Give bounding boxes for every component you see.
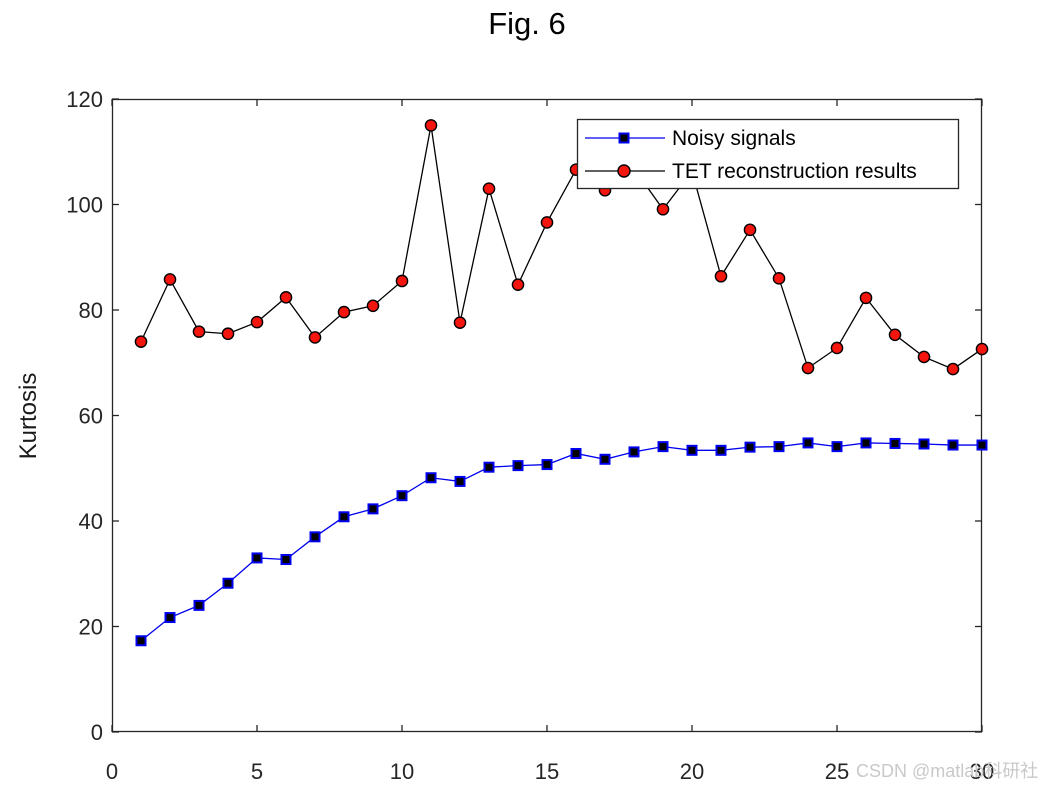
x-tick-label: 10 xyxy=(390,759,414,784)
legend-entry: TET reconstruction results xyxy=(585,160,917,183)
x-tick-label: 15 xyxy=(535,759,559,784)
legend-marker-sample xyxy=(618,132,630,144)
data-point-marker xyxy=(454,475,466,487)
y-tick-label: 100 xyxy=(66,193,103,218)
data-point-marker xyxy=(337,305,351,319)
data-point-marker xyxy=(193,599,205,611)
data-point-marker xyxy=(309,531,321,543)
data-point-marker xyxy=(714,269,728,283)
x-tick-label: 0 xyxy=(106,759,118,784)
y-tick-label: 60 xyxy=(79,404,103,429)
data-point-marker xyxy=(975,342,989,356)
data-point-marker xyxy=(773,441,785,453)
legend-box xyxy=(576,118,960,190)
x-tick-label: 5 xyxy=(251,759,263,784)
axes-box xyxy=(111,98,983,733)
data-point-marker xyxy=(250,315,264,329)
data-point-marker xyxy=(483,461,495,473)
data-point-marker xyxy=(946,362,960,376)
y-tick-label: 80 xyxy=(79,298,103,323)
legend-label: Noisy signals xyxy=(672,127,796,150)
data-point-marker xyxy=(453,316,467,329)
data-point-marker xyxy=(396,490,408,502)
data-point-marker xyxy=(628,446,640,458)
data-point-marker xyxy=(802,437,814,449)
data-point-marker xyxy=(599,453,611,465)
data-point-marker xyxy=(772,272,786,285)
series-line-noisy-signals xyxy=(140,442,982,642)
y-tick-label: 120 xyxy=(66,87,103,112)
y-tick-label: 0 xyxy=(91,720,103,745)
data-point-marker xyxy=(947,439,959,451)
data-point-marker xyxy=(367,503,379,515)
data-point-marker xyxy=(715,444,727,456)
data-point-marker xyxy=(134,335,148,348)
data-point-marker xyxy=(192,325,206,338)
data-point-marker xyxy=(279,291,293,304)
data-point-marker xyxy=(918,438,930,450)
data-point-marker xyxy=(540,216,554,229)
data-point-marker xyxy=(831,441,843,453)
x-tick-label: 30 xyxy=(970,759,994,784)
legend-label: TET reconstruction results xyxy=(672,160,917,183)
watermark: CSDN @matlab科研社 xyxy=(856,761,1039,781)
x-tick-label: 25 xyxy=(825,759,849,784)
data-point-marker xyxy=(541,459,553,471)
legend-entry: Noisy signals xyxy=(585,127,796,150)
data-point-marker xyxy=(366,299,380,313)
data-point-marker xyxy=(801,361,815,375)
data-point-marker xyxy=(221,327,235,341)
data-point-marker xyxy=(511,278,525,291)
data-point-marker xyxy=(512,460,524,472)
y-tick-label: 20 xyxy=(79,615,103,640)
data-point-marker xyxy=(280,554,292,566)
series-line-tet-reconstruction-results xyxy=(140,125,983,370)
data-point-marker xyxy=(743,223,757,237)
data-point-marker xyxy=(425,472,437,484)
data-point-marker xyxy=(163,273,177,286)
data-point-marker xyxy=(570,447,582,459)
y-tick-label: 40 xyxy=(79,509,103,534)
data-point-marker xyxy=(251,552,263,564)
data-point-marker xyxy=(482,182,496,195)
data-point-marker xyxy=(917,350,931,364)
data-point-marker xyxy=(656,202,670,216)
data-point-marker xyxy=(744,441,756,453)
data-point-marker xyxy=(395,274,409,288)
data-point-marker xyxy=(222,577,234,589)
x-tick-label: 20 xyxy=(680,759,704,784)
data-point-marker xyxy=(830,341,844,355)
data-point-marker xyxy=(164,612,176,624)
legend-marker-sample xyxy=(617,164,631,178)
data-point-marker xyxy=(657,441,669,453)
data-point-marker xyxy=(308,331,322,344)
data-point-marker xyxy=(889,437,901,449)
data-point-marker xyxy=(338,511,350,523)
series-noisy-signals xyxy=(135,437,988,647)
data-point-marker xyxy=(976,439,988,451)
data-point-marker xyxy=(424,119,438,132)
data-point-marker xyxy=(135,635,147,647)
data-point-marker xyxy=(860,437,872,449)
data-point-marker xyxy=(686,444,698,456)
figure-title: Fig. 6 xyxy=(488,6,566,41)
legend: Noisy signals TET reconstruction results xyxy=(576,118,960,190)
data-point-marker xyxy=(888,328,902,342)
data-point-marker xyxy=(859,291,873,305)
